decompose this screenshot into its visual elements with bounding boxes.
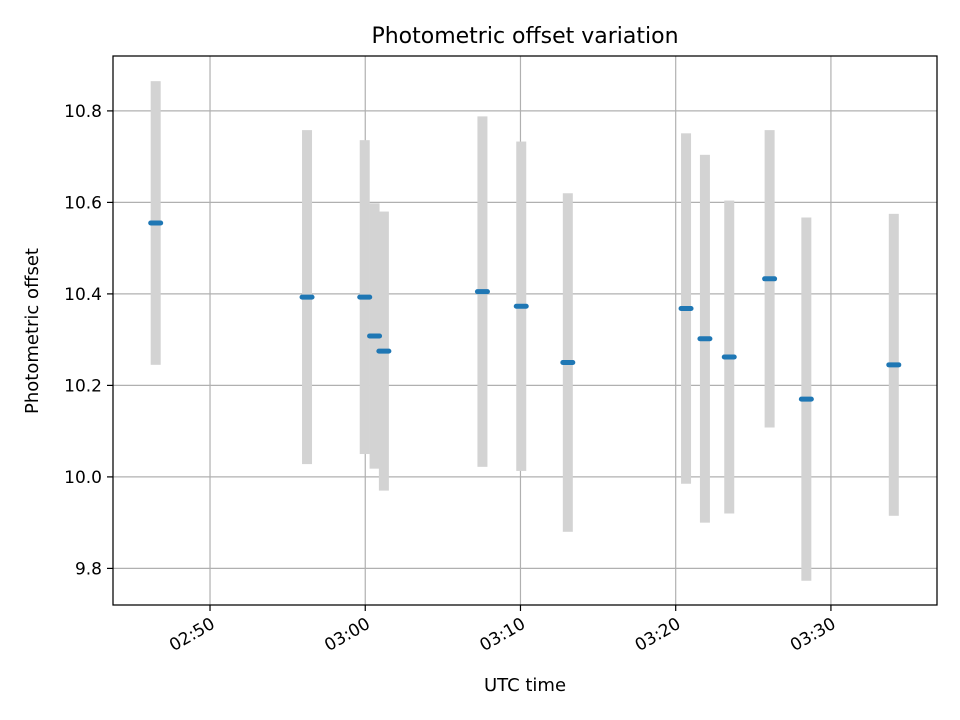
chart-title: Photometric offset variation bbox=[371, 24, 678, 49]
x-tick-label: 03:10 bbox=[477, 614, 529, 656]
y-tick-label: 10.2 bbox=[64, 376, 102, 396]
y-axis-label: Photometric offset bbox=[22, 248, 43, 414]
x-tick-label: 02:50 bbox=[166, 614, 218, 656]
y-tick-label: 9.8 bbox=[75, 559, 102, 579]
data-points bbox=[148, 220, 902, 402]
ticks: 02:50 03:00 03:10 03:20 03:30 9.8 10.0 10.2 10.4… bbox=[64, 102, 839, 656]
y-tick-label: 10.6 bbox=[64, 193, 102, 213]
y-tick-label: 10.0 bbox=[64, 468, 102, 488]
error-bars bbox=[150, 81, 899, 581]
y-tick-label: 10.4 bbox=[64, 285, 102, 305]
x-tick-label: 03:00 bbox=[321, 614, 373, 656]
x-axis-label: UTC time bbox=[484, 675, 566, 696]
x-tick-label: 03:20 bbox=[632, 614, 684, 656]
y-tick-label: 10.8 bbox=[64, 102, 102, 122]
plot-frame bbox=[112, 55, 938, 606]
x-tick-label: 03:30 bbox=[787, 614, 839, 656]
